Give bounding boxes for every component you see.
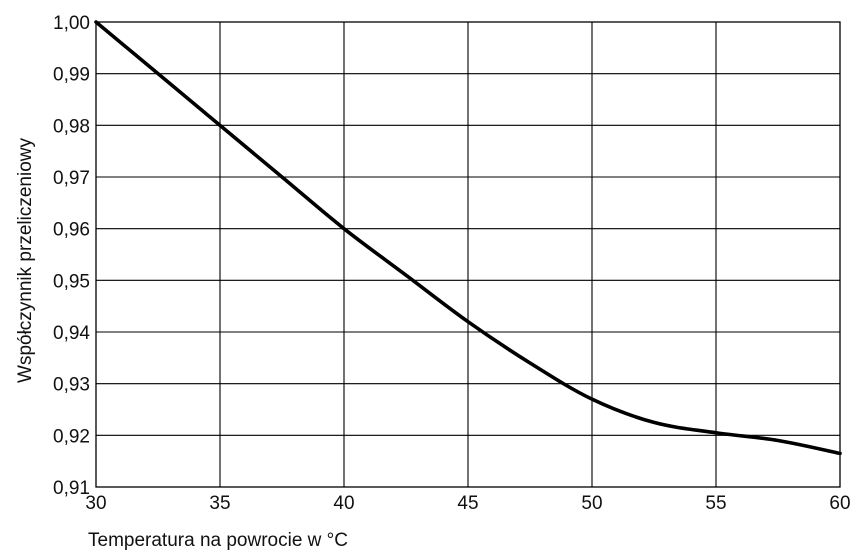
ticks-layer: 30 35 40 45 50 55 60 0,91 0,92 0,93 0,94 0,95 0,96 0,… bbox=[53, 13, 851, 514]
x-tick-label: 50 bbox=[581, 493, 602, 514]
y-tick-label: 0,95 bbox=[53, 271, 90, 292]
y-tick-label: 0,97 bbox=[53, 168, 90, 189]
x-tick-label: 60 bbox=[829, 493, 850, 514]
x-tick-label: 55 bbox=[705, 493, 726, 514]
y-axis-label: Współczynnik przeliczeniowy bbox=[15, 138, 36, 383]
x-tick-label: 45 bbox=[457, 493, 478, 514]
y-tick-label: 0,94 bbox=[53, 323, 90, 344]
y-tick-label: 0,96 bbox=[53, 220, 90, 241]
y-tick-label: 0,92 bbox=[53, 426, 90, 447]
y-tick-label: 0,98 bbox=[53, 116, 90, 137]
x-tick-label: 35 bbox=[209, 493, 230, 514]
plot-frame bbox=[95, 21, 841, 488]
y-tick-label: 0,99 bbox=[53, 65, 90, 86]
grid-layer bbox=[96, 22, 840, 487]
series-layer bbox=[94, 20, 842, 456]
y-tick-label: 1,00 bbox=[53, 13, 90, 34]
y-tick-label: 0,91 bbox=[53, 478, 90, 499]
x-axis-label: Temperatura na powrocie w °C bbox=[88, 530, 348, 551]
y-tick-label: 0,93 bbox=[53, 375, 90, 396]
x-tick-label: 40 bbox=[333, 493, 354, 514]
series-line bbox=[94, 20, 842, 456]
x-tick-label: 30 bbox=[85, 493, 106, 514]
